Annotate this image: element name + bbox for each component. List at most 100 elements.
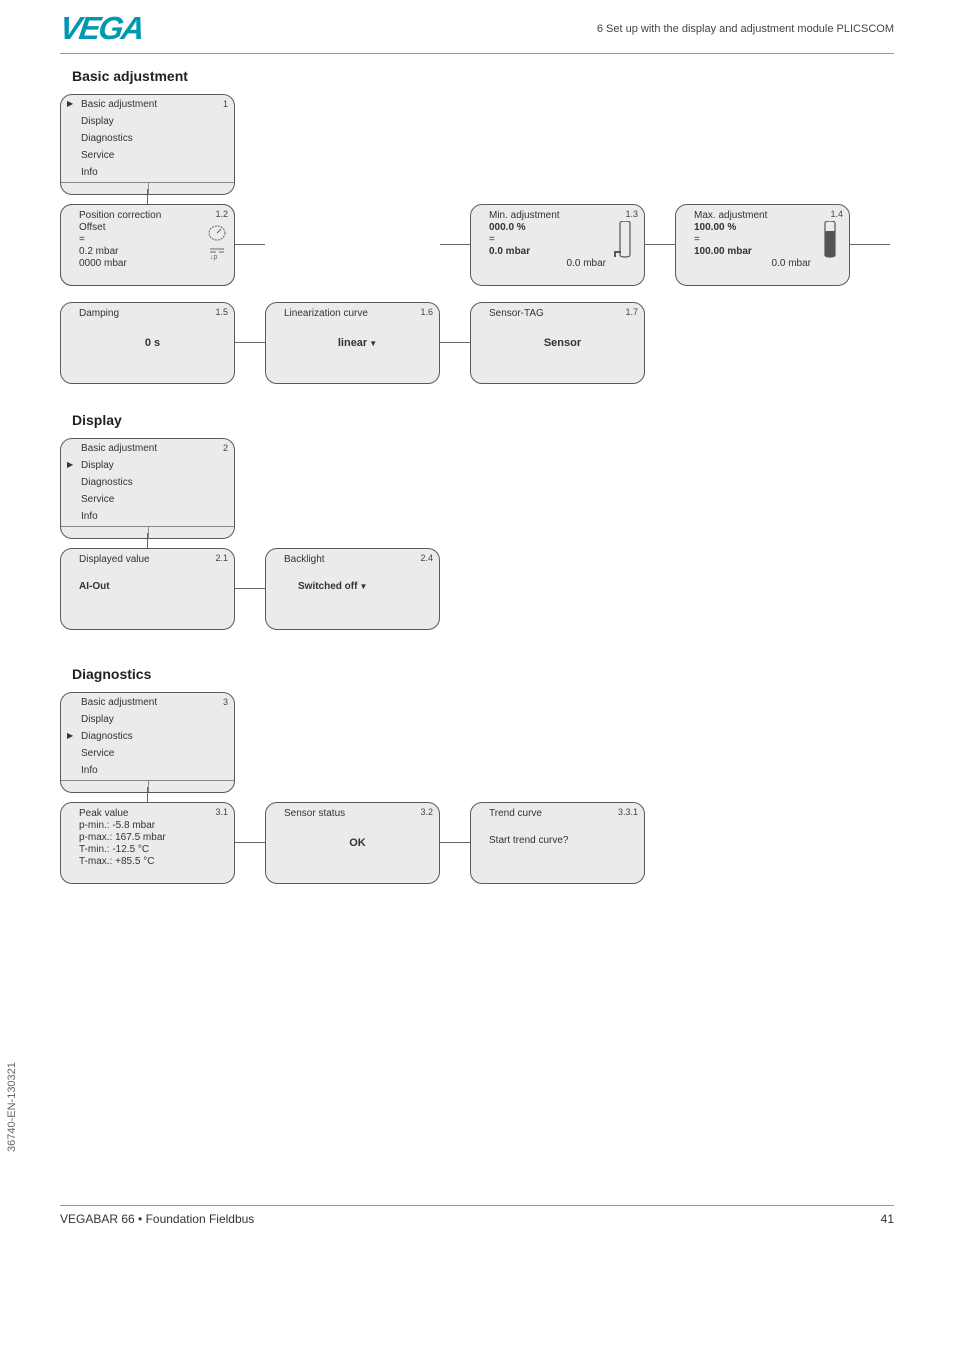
conn-b-menu-down <box>147 189 148 204</box>
basic-diagram: 1 Basic adjustment Display Diagnostics S… <box>60 94 934 394</box>
gauge-icon: ↓p <box>206 225 228 261</box>
menu-3-basic: Basic adjustment <box>61 693 234 710</box>
s31-l3: p-max.: 167.5 mbar <box>79 832 226 843</box>
menu-3-info: Info <box>61 761 234 778</box>
screen-3-2-num: 3.2 <box>420 807 433 817</box>
s12-l3: = <box>79 234 226 245</box>
screen-3-1-num: 3.1 <box>215 807 228 817</box>
s15-val: 0 s <box>79 337 226 349</box>
footer-left: VEGABAR 66 • Foundation Fieldbus <box>60 1212 254 1226</box>
screen-3-3-1: 3.3.1 Trend curve Start trend curve? <box>470 802 645 884</box>
vega-logo: VEGA <box>60 10 143 47</box>
menu-2-basic: Basic adjustment <box>61 439 234 456</box>
screen-1-3-num: 1.3 <box>625 209 638 219</box>
screen-1-6: 1.6 Linearization curve linear <box>265 302 440 384</box>
screen-3-1: 3.1 Peak value p-min.: -5.8 mbar p-max.:… <box>60 802 235 884</box>
menu-2-diagnostics: Diagnostics <box>61 473 234 490</box>
s16-l1: Linearization curve <box>284 308 431 319</box>
screen-1-7: 1.7 Sensor-TAG Sensor <box>470 302 645 384</box>
screen-1-5-num: 1.5 <box>215 307 228 317</box>
menu-box-1: 1 Basic adjustment Display Diagnostics S… <box>60 94 235 195</box>
s15-l1: Damping <box>79 308 226 319</box>
s331-l2: Start trend curve? <box>489 835 636 846</box>
s16-val: linear <box>284 337 431 349</box>
conn-b-11-12 <box>235 244 265 245</box>
conn-g-menu-down <box>147 787 148 802</box>
s17-val: Sensor <box>489 337 636 349</box>
screen-2-1-num: 2.1 <box>215 553 228 563</box>
menu-3-diagnostics: Diagnostics <box>61 727 234 744</box>
screen-1-7-num: 1.7 <box>625 307 638 317</box>
tank-min-icon <box>614 221 636 261</box>
side-doc-id: 36740-EN-130321 <box>6 1062 18 1152</box>
section-title-basic: Basic adjustment <box>72 68 954 84</box>
display-diagram: 2 Basic adjustment Display Diagnostics S… <box>60 438 934 648</box>
screen-1-4-num: 1.4 <box>830 209 843 219</box>
screen-2-4: 2.4 Backlight Switched off <box>265 548 440 630</box>
menu-3-display: Display <box>61 710 234 727</box>
conn-g-32-331 <box>440 842 470 843</box>
menu-3-service: Service <box>61 744 234 761</box>
menu-1-info: Info <box>61 163 234 180</box>
s12-l5: 0000 mbar <box>79 258 226 269</box>
s31-l2: p-min.: -5.8 mbar <box>79 820 226 831</box>
s331-l1: Trend curve <box>489 808 636 819</box>
s21-val: AI-Out <box>79 581 226 592</box>
screen-1-4: 1.4 Max. adjustment 100.00 % = 100.00 mb… <box>675 204 850 286</box>
menu-2-display: Display <box>61 456 234 473</box>
s32-val: OK <box>284 837 431 849</box>
footer-page-number: 41 <box>881 1212 894 1226</box>
conn-b-14-out <box>850 244 890 245</box>
s14-l1: Max. adjustment <box>694 210 841 221</box>
screen-2-4-num: 2.4 <box>420 553 433 563</box>
footer-rule <box>60 1205 894 1206</box>
conn-d-menu-down <box>147 533 148 548</box>
conn-d-21-24 <box>235 588 265 589</box>
diagnostics-diagram: 3 Basic adjustment Display Diagnostics S… <box>60 692 934 902</box>
screen-2-1: 2.1 Displayed value AI-Out <box>60 548 235 630</box>
screen-1-6-num: 1.6 <box>420 307 433 317</box>
s12-l1: Position correction <box>79 210 226 221</box>
header-rule <box>60 53 894 54</box>
screen-1-2: 1.2 Position correction Offset = 0.2 mba… <box>60 204 235 286</box>
conn-g-31-32 <box>235 842 265 843</box>
conn-b-16-17 <box>440 342 470 343</box>
spacer <box>0 902 954 1242</box>
section-title-display: Display <box>72 412 954 428</box>
screen-1-2-num: 1.2 <box>215 209 228 219</box>
s21-l1: Displayed value <box>79 554 226 565</box>
footer-row: VEGABAR 66 • Foundation Fieldbus 41 <box>60 1212 894 1226</box>
menu-1-basic: Basic adjustment <box>61 95 234 112</box>
s24-l1: Backlight <box>284 554 431 565</box>
menu-2-service: Service <box>61 490 234 507</box>
screen-1-5: 1.5 Damping 0 s <box>60 302 235 384</box>
screen-3-2: 3.2 Sensor status OK <box>265 802 440 884</box>
menu-2-info: Info <box>61 507 234 524</box>
menu-1-diagnostics: Diagnostics <box>61 129 234 146</box>
conn-b-15-16 <box>235 342 265 343</box>
page-header: VEGA 6 Set up with the display and adjus… <box>0 0 954 53</box>
s31-l1: Peak value <box>79 808 226 819</box>
menu-1-display: Display <box>61 112 234 129</box>
s31-l4: T-min.: -12.5 °C <box>79 844 226 855</box>
section-title-diagnostics: Diagnostics <box>72 666 954 682</box>
s32-l1: Sensor status <box>284 808 431 819</box>
s12-l2: Offset <box>79 222 226 233</box>
tank-max-icon <box>819 221 841 261</box>
header-chapter-text: 6 Set up with the display and adjustment… <box>597 23 894 35</box>
logo-text: VEGA <box>57 10 145 47</box>
menu-box-2: 2 Basic adjustment Display Diagnostics S… <box>60 438 235 539</box>
s31-l5: T-max.: +85.5 °C <box>79 856 226 867</box>
screen-3-3-1-num: 3.3.1 <box>618 807 638 817</box>
menu-1-service: Service <box>61 146 234 163</box>
svg-text:↓p: ↓p <box>210 254 218 261</box>
page-footer: VEGABAR 66 • Foundation Fieldbus 41 <box>0 1205 954 1242</box>
s17-l1: Sensor-TAG <box>489 308 636 319</box>
conn-b-12-13 <box>440 244 470 245</box>
s12-l4: 0.2 mbar <box>79 246 226 257</box>
menu-box-3: 3 Basic adjustment Display Diagnostics S… <box>60 692 235 793</box>
s24-val: Switched off <box>284 581 431 592</box>
screen-1-3: 1.3 Min. adjustment 000.0 % = 0.0 mbar 0… <box>470 204 645 286</box>
s13-l1: Min. adjustment <box>489 210 636 221</box>
conn-b-13-14 <box>645 244 675 245</box>
